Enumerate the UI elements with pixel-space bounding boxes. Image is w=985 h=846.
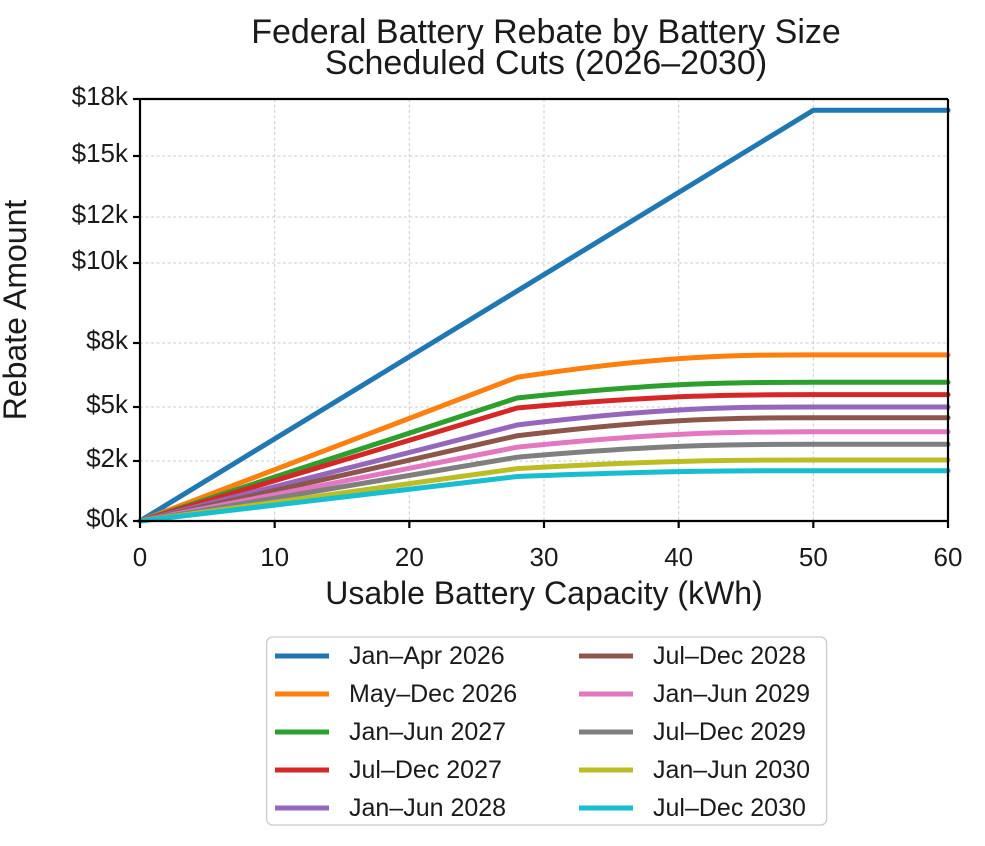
svg-text:$15k: $15k bbox=[72, 138, 129, 168]
svg-text:$2k: $2k bbox=[86, 443, 129, 473]
svg-text:$0k: $0k bbox=[86, 503, 129, 533]
svg-text:50: 50 bbox=[799, 542, 828, 572]
svg-text:Jan–Jun 2029: Jan–Jun 2029 bbox=[653, 680, 810, 708]
svg-text:$8k: $8k bbox=[86, 325, 129, 355]
svg-text:Jul–Dec 2029: Jul–Dec 2029 bbox=[653, 718, 806, 746]
svg-text:Jul–Dec 2028: Jul–Dec 2028 bbox=[653, 642, 806, 670]
svg-text:$5k: $5k bbox=[86, 389, 129, 419]
svg-text:Jan–Jun 2028: Jan–Jun 2028 bbox=[349, 794, 506, 822]
svg-text:$10k: $10k bbox=[72, 245, 129, 275]
svg-text:60: 60 bbox=[934, 542, 963, 572]
svg-text:Jul–Dec 2030: Jul–Dec 2030 bbox=[653, 794, 806, 822]
svg-text:30: 30 bbox=[530, 542, 559, 572]
svg-text:Rebate Amount: Rebate Amount bbox=[0, 200, 33, 421]
svg-text:$12k: $12k bbox=[72, 199, 129, 229]
svg-text:May–Dec 2026: May–Dec 2026 bbox=[349, 680, 517, 708]
svg-text:Scheduled Cuts (2026–2030): Scheduled Cuts (2026–2030) bbox=[325, 44, 767, 82]
svg-text:Usable Battery Capacity (kWh): Usable Battery Capacity (kWh) bbox=[325, 575, 762, 611]
svg-text:Jan–Jun 2030: Jan–Jun 2030 bbox=[653, 756, 810, 784]
svg-text:$18k: $18k bbox=[72, 81, 129, 111]
svg-text:40: 40 bbox=[664, 542, 693, 572]
svg-text:Jan–Jun 2027: Jan–Jun 2027 bbox=[349, 718, 506, 746]
svg-text:Jul–Dec 2027: Jul–Dec 2027 bbox=[349, 756, 502, 784]
svg-text:0: 0 bbox=[133, 542, 147, 572]
svg-text:20: 20 bbox=[395, 542, 424, 572]
svg-text:Jan–Apr 2026: Jan–Apr 2026 bbox=[349, 642, 505, 670]
svg-text:10: 10 bbox=[260, 542, 289, 572]
